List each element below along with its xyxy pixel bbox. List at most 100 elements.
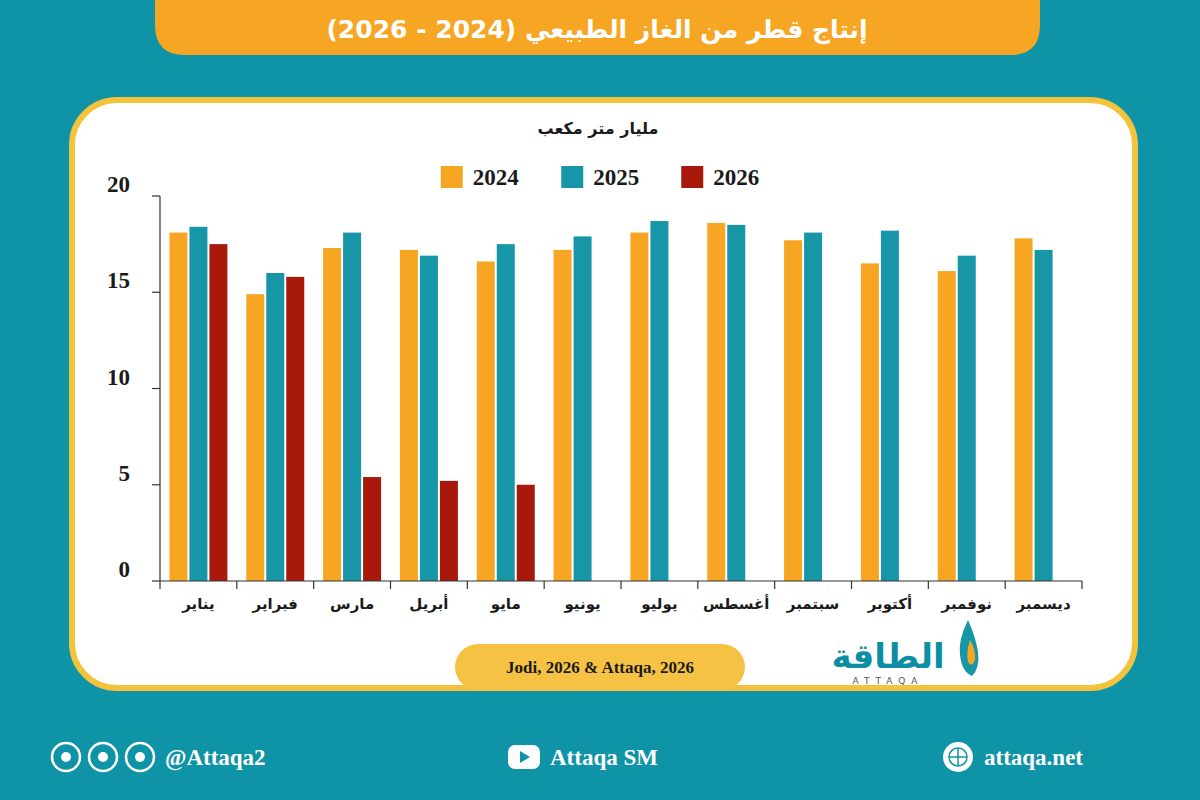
x-tick-label: يوليو xyxy=(640,595,677,613)
x-tick-label: نوفمبر xyxy=(941,595,992,613)
x-tick xyxy=(620,581,621,589)
footer-social: @Attaqa2 xyxy=(165,745,266,771)
y-tick-label: 5 xyxy=(119,461,131,486)
legend-item: 2024 xyxy=(441,165,520,190)
y-tick-label: 0 xyxy=(119,557,131,582)
title: إنتاج قطر من الغاز الطبيعي (2024 - 2026) xyxy=(326,15,867,45)
x-tick xyxy=(1081,581,1082,589)
y-tick-label: 10 xyxy=(107,365,130,390)
source-pill xyxy=(455,644,745,690)
bar xyxy=(804,233,822,581)
x-tick xyxy=(544,581,545,589)
legend-label: 2025 xyxy=(593,165,639,190)
x-tick xyxy=(774,581,775,589)
bar xyxy=(440,481,458,581)
globe-icon-ring xyxy=(949,748,967,766)
bar xyxy=(169,233,187,581)
social-icon-dot xyxy=(135,752,145,762)
background xyxy=(0,0,1200,800)
bar xyxy=(727,225,745,581)
x-tick xyxy=(313,581,314,589)
x-tick xyxy=(1005,581,1006,589)
globe-icon xyxy=(943,742,973,772)
x-tick xyxy=(467,581,468,589)
y-tick xyxy=(152,388,160,389)
bar xyxy=(477,261,495,581)
youtube-icon-play xyxy=(520,751,530,763)
x-tick xyxy=(697,581,698,589)
bar xyxy=(707,223,725,581)
legend-label: 2024 xyxy=(473,165,520,190)
legend-swatch xyxy=(441,166,463,188)
title-banner xyxy=(155,0,1040,55)
footer-website: attaqa.net xyxy=(984,745,1083,770)
bar xyxy=(497,244,515,581)
footer: @Attaqa2 Attaqa SM attaqa.net xyxy=(52,742,1083,772)
logo-subtext: ATTAQA xyxy=(853,676,924,686)
social-icon xyxy=(126,743,154,771)
bar xyxy=(574,236,592,581)
social-icon-dot xyxy=(98,752,108,762)
x-tick-label: فبراير xyxy=(252,595,298,613)
bar xyxy=(343,233,361,581)
bar xyxy=(938,271,956,581)
bar xyxy=(400,250,418,581)
legend-item: 2026 xyxy=(681,165,759,190)
x-tick xyxy=(390,581,391,589)
source: Jodi, 2026 & Attaqa, 2026 xyxy=(506,658,694,677)
bar xyxy=(881,231,899,581)
x-tick-label: سبتمبر xyxy=(786,595,840,613)
x-tick-label: ديسمبر xyxy=(1016,595,1071,613)
bar xyxy=(323,248,341,581)
x-tick xyxy=(159,581,160,589)
globe-icon-line xyxy=(957,748,959,766)
social-icon xyxy=(89,743,117,771)
y-tick-label: 20 xyxy=(107,172,130,197)
panel xyxy=(72,100,1135,688)
youtube-icon xyxy=(508,745,540,769)
legend-item: 2025 xyxy=(561,165,639,190)
x-tick xyxy=(928,581,929,589)
bar xyxy=(630,233,648,581)
bar xyxy=(861,263,879,581)
x-tick-label: يناير xyxy=(181,595,214,613)
x-tick xyxy=(236,581,237,589)
bar xyxy=(784,240,802,581)
bar xyxy=(420,256,438,581)
bar xyxy=(517,485,535,581)
y-tick xyxy=(152,580,160,581)
y-tick-label: 15 xyxy=(107,268,130,293)
y-tick xyxy=(152,292,160,293)
bars xyxy=(169,221,1052,581)
chart-root: إنتاج قطر من الغاز الطبيعي (2024 - 2026)… xyxy=(0,0,1200,800)
logo-text: الطاقة xyxy=(831,636,944,676)
bar xyxy=(650,221,668,581)
legend-swatch xyxy=(681,166,703,188)
y-tick xyxy=(152,484,160,485)
legend: 2024 2025 2026 xyxy=(441,165,760,190)
bar xyxy=(189,227,207,581)
bar xyxy=(1035,250,1053,581)
social-icon xyxy=(52,743,80,771)
footer-youtube: Attaqa SM xyxy=(550,745,658,770)
bar xyxy=(209,244,227,581)
x-tick-label: يونيو xyxy=(563,595,600,613)
bar xyxy=(286,277,304,581)
logo: الطاقةATTAQA xyxy=(831,620,978,686)
logo-drop xyxy=(960,620,979,676)
logo-drop-inner xyxy=(967,640,975,665)
bar xyxy=(958,256,976,581)
x-tick-label: أغسطس xyxy=(703,594,769,613)
legend-swatch xyxy=(561,166,583,188)
x-tick-label: أبريل xyxy=(409,594,448,613)
bar xyxy=(1015,238,1033,581)
bar xyxy=(363,477,381,581)
x-tick xyxy=(851,581,852,589)
y-axis-title: مليار متر مكعب xyxy=(538,119,659,138)
x-tick-label: مارس xyxy=(330,595,374,613)
x-tick-label: مايو xyxy=(490,595,521,613)
social-icon-dot xyxy=(61,752,71,762)
y-tick xyxy=(152,195,160,196)
x-tick-label: أكتوبر xyxy=(867,594,912,613)
legend-label: 2026 xyxy=(713,165,759,190)
